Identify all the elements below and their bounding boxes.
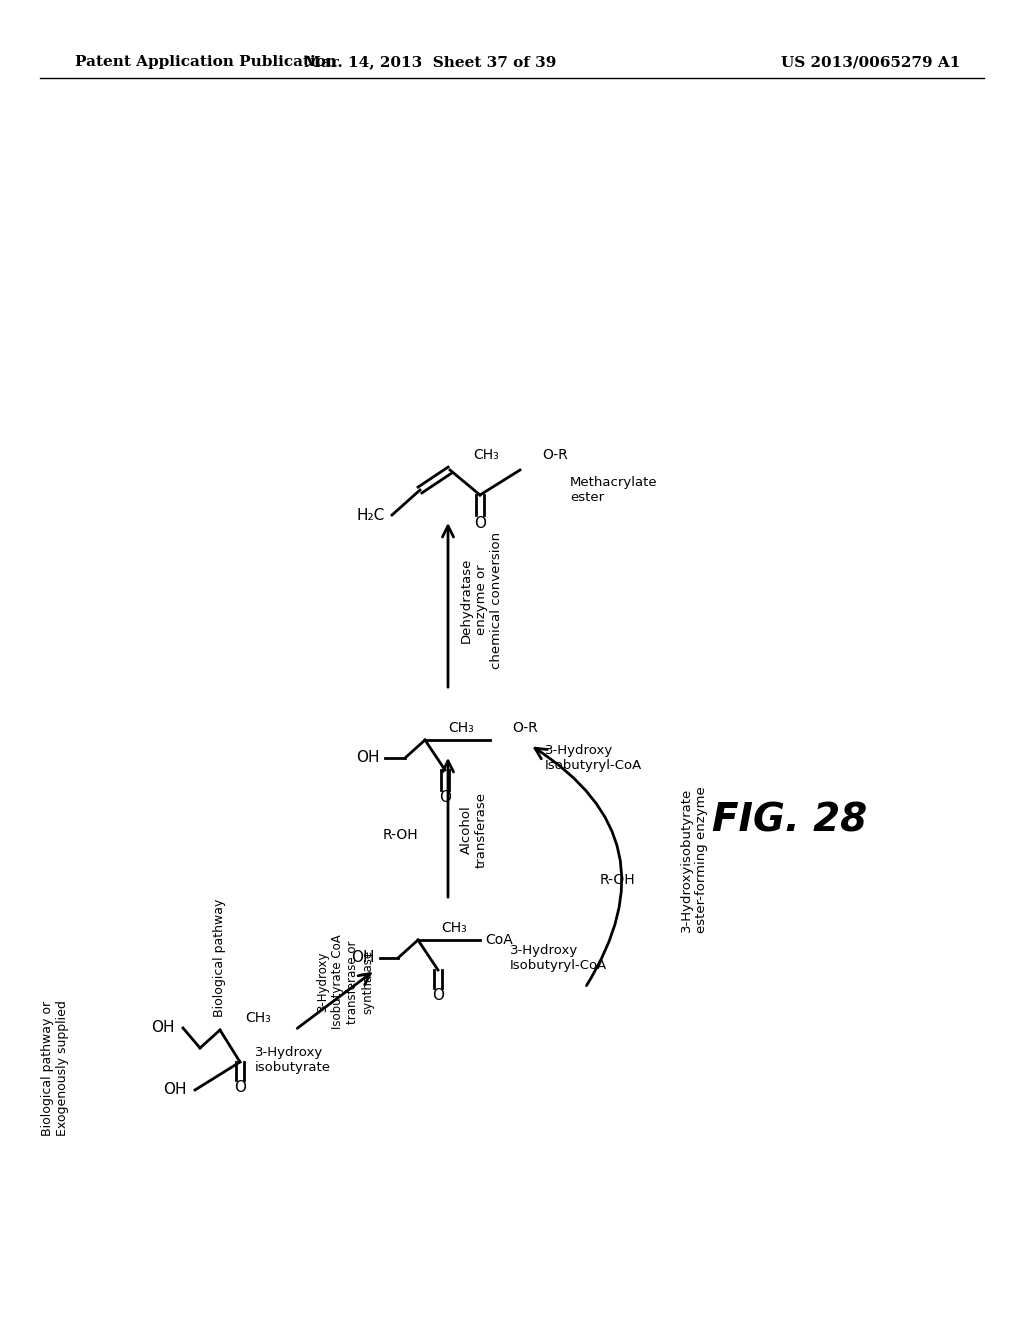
Text: H₂C: H₂C xyxy=(356,507,385,523)
Text: CH₃: CH₃ xyxy=(449,721,474,735)
Text: Methacrylate
ester: Methacrylate ester xyxy=(570,477,657,504)
Text: CH₃: CH₃ xyxy=(473,447,499,462)
Text: 3-Hydroxy
Isobutyryl-CoA: 3-Hydroxy Isobutyryl-CoA xyxy=(545,744,642,772)
Text: O: O xyxy=(432,989,444,1003)
Text: OH: OH xyxy=(152,1020,175,1035)
Text: O: O xyxy=(439,791,451,805)
Text: R-OH: R-OH xyxy=(382,828,418,842)
Text: 3-Hydroxy
Isobutyrate CoA
transferase or
synthalase: 3-Hydroxy Isobutyrate CoA transferase or… xyxy=(316,935,374,1030)
Text: Biological pathway: Biological pathway xyxy=(213,899,226,1018)
Text: CH₃: CH₃ xyxy=(441,921,467,935)
Text: Dehydratase
enzyme or
chemical conversion: Dehydratase enzyme or chemical conversio… xyxy=(460,532,503,668)
Text: O-R: O-R xyxy=(512,721,538,735)
Text: Biological pathway or
Exogenously supplied: Biological pathway or Exogenously suppli… xyxy=(41,1001,69,1137)
Text: Mar. 14, 2013  Sheet 37 of 39: Mar. 14, 2013 Sheet 37 of 39 xyxy=(304,55,556,69)
FancyArrowPatch shape xyxy=(535,748,622,986)
Text: FIG. 28: FIG. 28 xyxy=(713,801,867,840)
Text: O: O xyxy=(234,1081,246,1096)
Text: 3-Hydroxy
isobutyrate: 3-Hydroxy isobutyrate xyxy=(255,1045,331,1074)
Text: R-OH: R-OH xyxy=(600,873,636,887)
Text: 3-Hydroxyisobutyrate
ester-forming enzyme: 3-Hydroxyisobutyrate ester-forming enzym… xyxy=(680,787,708,933)
Text: CH₃: CH₃ xyxy=(245,1011,270,1026)
Text: US 2013/0065279 A1: US 2013/0065279 A1 xyxy=(780,55,961,69)
Text: OH: OH xyxy=(164,1082,187,1097)
Text: 3-Hydroxy
Isobutyryl-CoA: 3-Hydroxy Isobutyryl-CoA xyxy=(510,944,607,972)
Text: CoA: CoA xyxy=(485,933,513,946)
Text: OH: OH xyxy=(351,950,375,965)
Text: OH: OH xyxy=(356,751,380,766)
Text: O-R: O-R xyxy=(542,447,567,462)
Text: Patent Application Publication: Patent Application Publication xyxy=(75,55,337,69)
Text: Alcohol
transferase: Alcohol transferase xyxy=(460,792,488,869)
Text: O: O xyxy=(474,516,486,531)
